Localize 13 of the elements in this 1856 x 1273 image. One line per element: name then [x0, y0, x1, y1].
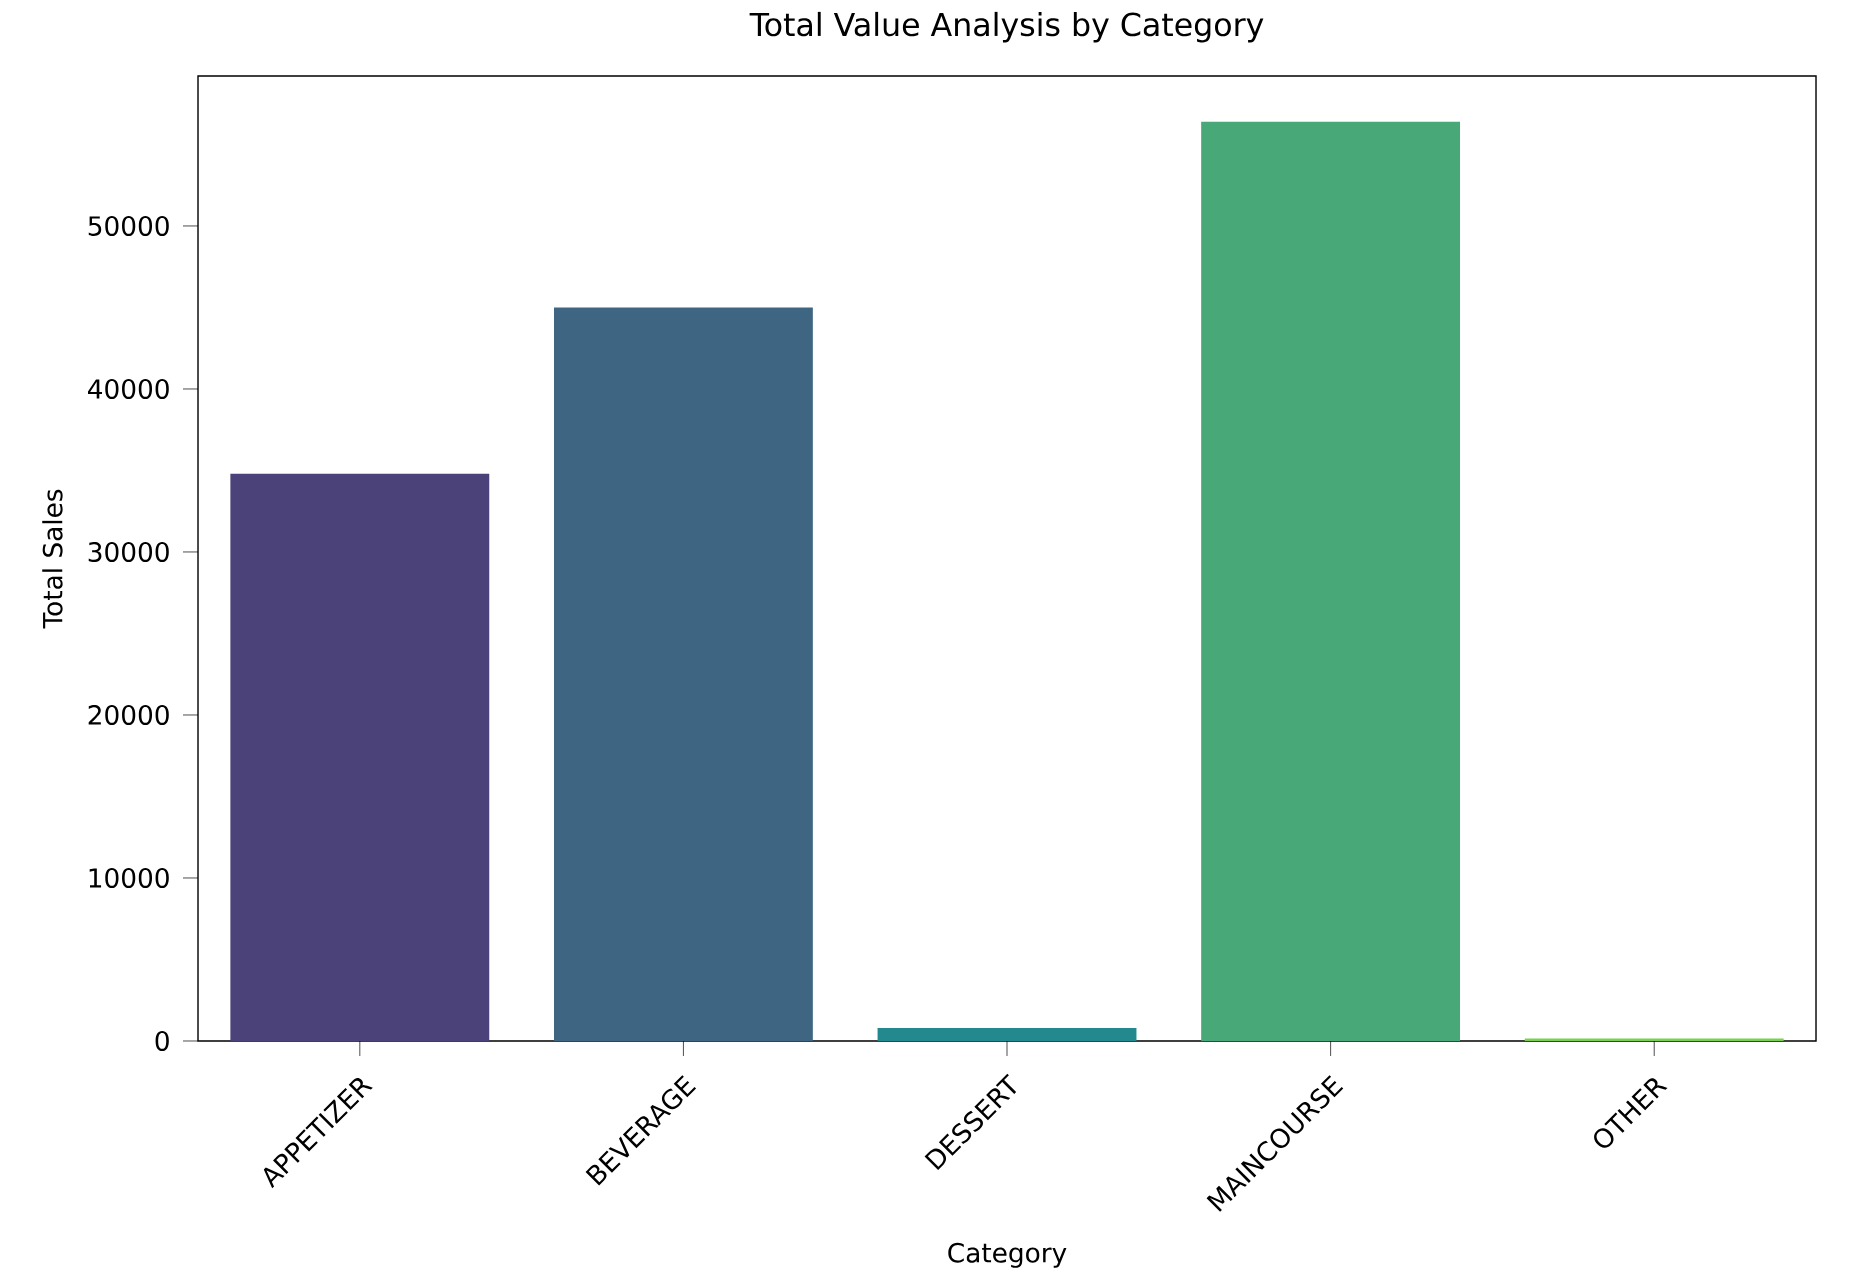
bar: [230, 473, 490, 1041]
chart-title: Total Value Analysis by Category: [749, 11, 1264, 43]
y-tick-label: 40000: [88, 379, 169, 399]
x-axis-title: Category: [948, 1242, 1067, 1268]
bar: [877, 1027, 1137, 1041]
y-tick-label: 20000: [88, 705, 169, 725]
y-tick-label: 10000: [89, 868, 169, 888]
y-tick-label: 50000: [88, 215, 169, 236]
bar: [1201, 121, 1461, 1041]
bar: [553, 307, 813, 1041]
y-axis-title: Total Sales: [42, 489, 63, 629]
y-tick-label: 30000: [88, 542, 169, 562]
y-tick-label: 0: [155, 1031, 169, 1051]
